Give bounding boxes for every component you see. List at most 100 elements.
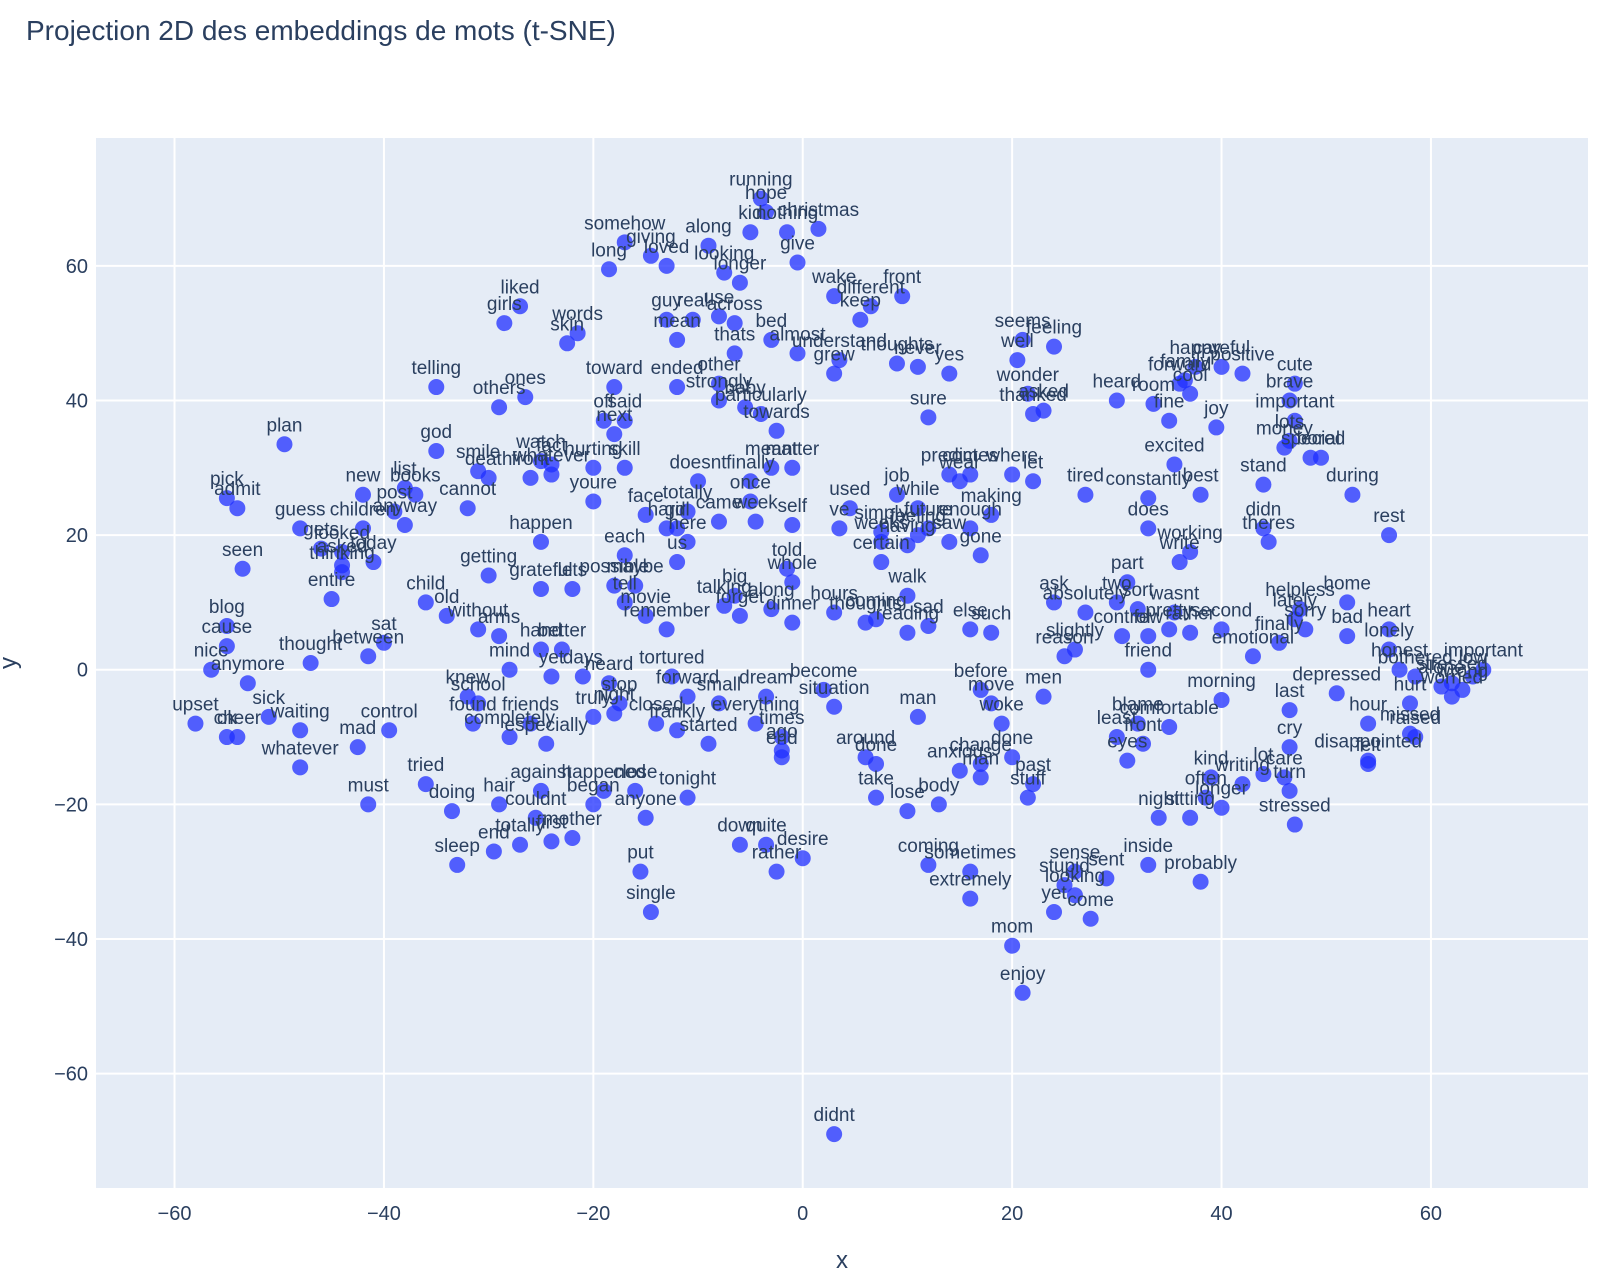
data-point <box>1344 486 1361 503</box>
data-point <box>648 715 665 732</box>
point-label: stand <box>1240 456 1286 477</box>
point-label: asked <box>317 536 368 557</box>
data-point <box>1108 729 1125 746</box>
data-point <box>1004 749 1021 766</box>
data-point <box>1213 799 1230 816</box>
data-point <box>642 904 659 921</box>
data-point <box>983 506 1000 523</box>
data-point <box>873 533 890 550</box>
data-point <box>710 308 727 325</box>
point-label: rest <box>1373 506 1405 527</box>
point-label: does <box>1128 499 1169 520</box>
point-label: forward <box>656 668 719 689</box>
point-label: towards <box>743 402 810 423</box>
data-point <box>1443 688 1460 705</box>
point-label: cause <box>202 617 253 638</box>
data-point <box>616 412 633 429</box>
point-label: move <box>968 674 1014 695</box>
point-label: thoughts <box>829 594 902 615</box>
point-label: off <box>593 392 615 413</box>
data-point <box>763 601 780 618</box>
point-label: front <box>511 449 550 470</box>
point-label: words <box>551 304 603 325</box>
point-label: reason <box>1035 627 1093 648</box>
point-label: gone <box>960 526 1002 547</box>
data-point <box>480 567 497 584</box>
point-label: movie <box>620 587 671 608</box>
data-point <box>559 335 576 352</box>
data-point <box>726 587 743 604</box>
point-label: along <box>748 580 795 601</box>
point-label: before <box>954 661 1008 682</box>
point-label: here <box>669 513 707 534</box>
point-label: new <box>346 466 381 487</box>
point-label: morning <box>1187 671 1256 692</box>
point-label: pretty <box>1145 600 1193 621</box>
point-label: times <box>759 708 804 729</box>
data-point <box>810 220 827 237</box>
data-point <box>1286 611 1303 628</box>
point-label: single <box>626 883 676 904</box>
point-label: running <box>729 170 792 191</box>
data-point <box>962 890 979 907</box>
point-label: extremely <box>929 870 1012 891</box>
point-label: couldnt <box>505 789 567 810</box>
data-point <box>470 695 487 712</box>
point-label: stressed <box>1259 796 1331 817</box>
data-point <box>784 517 801 534</box>
point-label: hard <box>648 499 686 520</box>
point-label: helpless <box>1265 580 1335 601</box>
data-point <box>920 617 937 634</box>
data-point <box>1402 695 1419 712</box>
data-point <box>679 789 696 806</box>
point-label: happy <box>1169 338 1221 359</box>
data-point <box>710 695 727 712</box>
point-label: control <box>361 701 418 722</box>
point-label: didnt <box>814 1105 856 1126</box>
point-label: loved <box>644 237 689 258</box>
point-label: better <box>538 621 587 642</box>
data-point <box>491 399 508 416</box>
data-point <box>962 520 979 537</box>
point-label: feeling <box>890 506 946 527</box>
point-label: blame <box>1112 695 1164 716</box>
data-point <box>396 480 413 496</box>
data-point <box>470 621 487 638</box>
data-point <box>553 641 570 658</box>
point-label: blog <box>209 597 245 618</box>
point-label: heart <box>1367 600 1411 621</box>
data-point <box>815 681 832 698</box>
data-point <box>501 661 518 678</box>
y-tick-label: 20 <box>66 525 88 547</box>
point-label: whatever <box>512 446 591 467</box>
point-label: cool <box>1173 365 1208 386</box>
point-label: put <box>627 843 654 864</box>
data-point <box>1108 392 1125 409</box>
data-point <box>1046 904 1063 921</box>
data-point <box>276 436 293 453</box>
data-point <box>899 587 916 604</box>
point-label: fact <box>536 435 567 456</box>
data-point <box>375 634 392 651</box>
data-point <box>972 547 989 564</box>
data-point <box>758 836 775 853</box>
data-point <box>449 856 466 873</box>
point-label: hurting <box>564 439 622 460</box>
point-label: cute <box>1277 355 1313 376</box>
data-point <box>1286 375 1303 392</box>
data-point <box>747 715 764 732</box>
point-label: where <box>985 446 1038 467</box>
data-point <box>1056 877 1073 894</box>
y-tick-label: −40 <box>54 929 88 951</box>
point-label: kid <box>738 203 762 224</box>
point-label: thoughts <box>861 334 934 355</box>
point-label: sure <box>910 388 947 409</box>
data-point <box>1213 358 1230 375</box>
point-label: done <box>991 728 1033 749</box>
point-label: week <box>732 493 778 514</box>
point-label: nothing <box>756 203 818 224</box>
point-label: old <box>434 587 459 608</box>
data-point <box>365 554 382 571</box>
data-point <box>752 190 769 207</box>
y-tick-label: 40 <box>66 391 88 413</box>
